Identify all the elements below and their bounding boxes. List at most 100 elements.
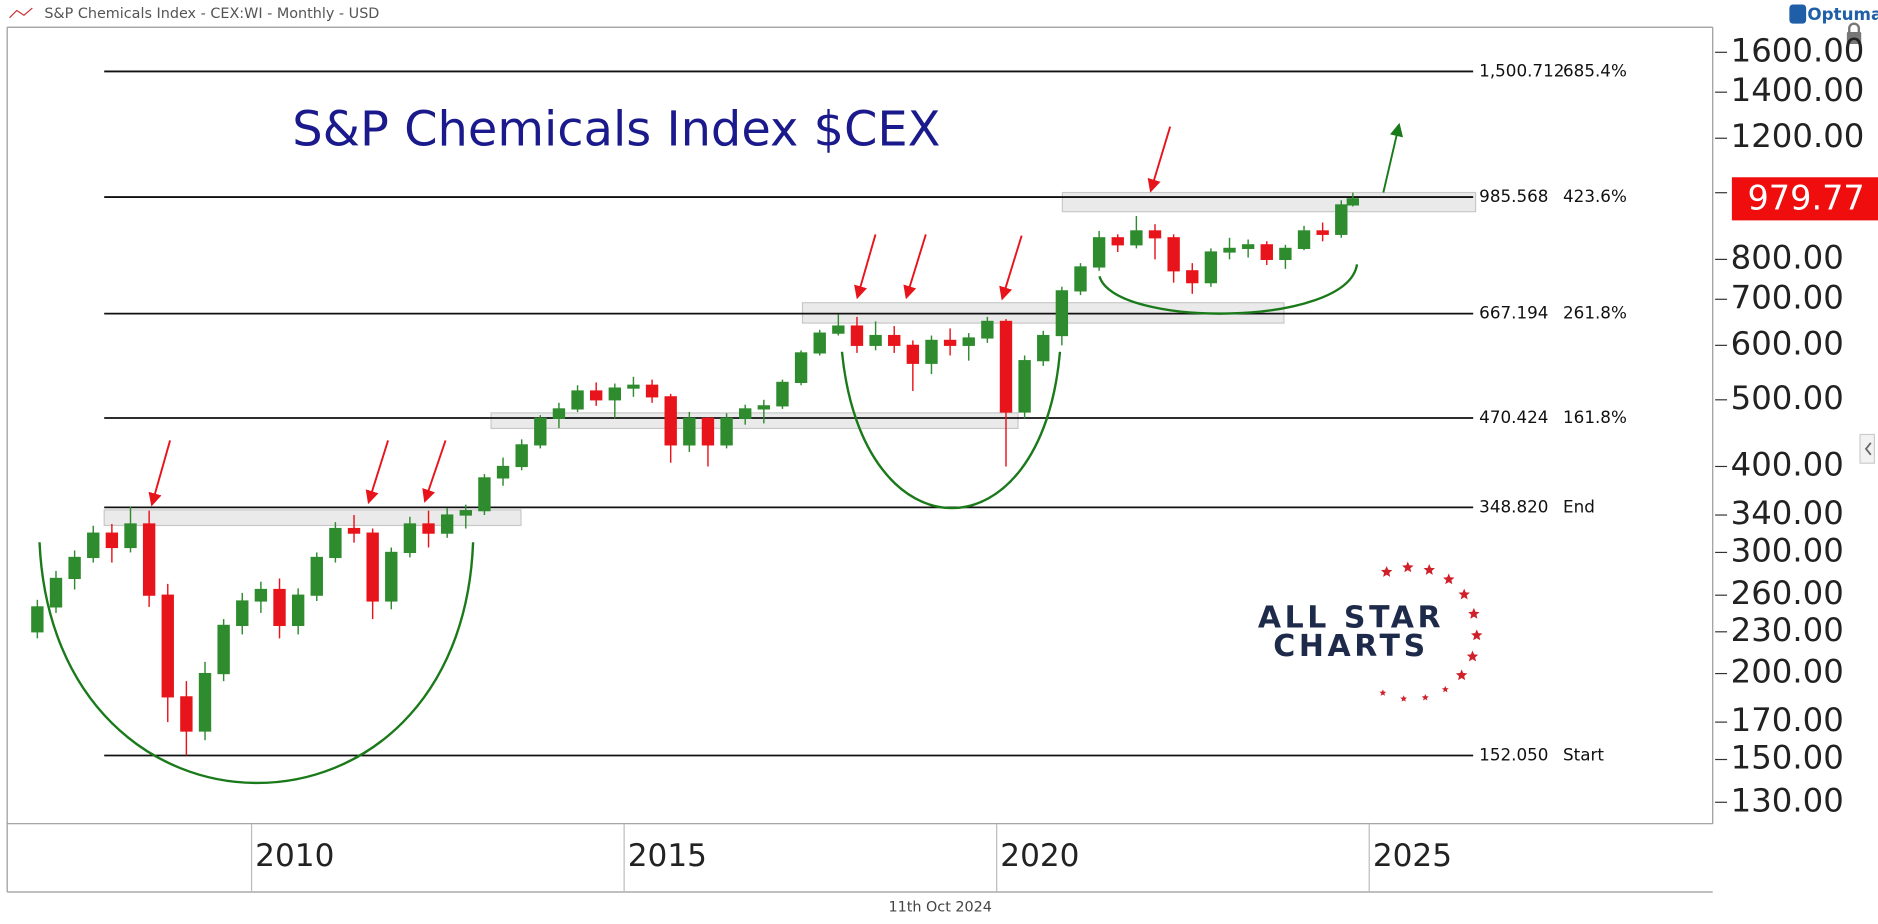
arrows [148, 126, 1172, 507]
y-tick-label: 1200.00 [1731, 117, 1865, 155]
candle-body [664, 396, 677, 446]
candle-body [105, 532, 119, 549]
level-ratio: 261.8% [1563, 303, 1627, 323]
logo-star [1455, 669, 1468, 681]
logo-star [1458, 588, 1470, 600]
y-tick-label: 150.00 [1731, 739, 1844, 777]
zone [1061, 191, 1477, 213]
candle-body [254, 588, 268, 602]
arc [1098, 264, 1359, 315]
logo-star [1402, 561, 1414, 573]
logo-star [1400, 695, 1408, 702]
arrow-up [1382, 122, 1404, 193]
candle-body [627, 384, 640, 389]
candle-body [534, 417, 547, 446]
logo-star [1466, 650, 1479, 662]
candle-body [1223, 247, 1236, 253]
candle-body [1204, 251, 1218, 284]
side-toggle[interactable] [1859, 433, 1876, 464]
chart-title: S&P Chemicals Index $CEX [292, 103, 940, 158]
y-tick-label: 340.00 [1731, 494, 1844, 532]
level-value: 985.568 [1479, 186, 1548, 206]
level-ratio: Start [1563, 744, 1604, 764]
arrow [999, 235, 1023, 301]
y-tick-label: 700.00 [1731, 278, 1844, 316]
candle-body [962, 337, 975, 346]
price-tag-label: 979.77 [1747, 179, 1864, 218]
y-tick-label: 400.00 [1731, 445, 1844, 483]
candle-body [347, 527, 361, 534]
candle-body [1092, 237, 1106, 268]
candle-body [1018, 360, 1031, 413]
x-tick-label: 2025 [1373, 838, 1452, 874]
candle-body [1148, 230, 1162, 239]
candle-body [124, 523, 137, 549]
header-icon [9, 7, 33, 19]
candle-body [366, 532, 379, 602]
candle-body [1186, 270, 1199, 284]
candle-body [1130, 230, 1143, 246]
candle-body [888, 334, 901, 346]
candle-body [739, 408, 752, 419]
candle-body [552, 408, 566, 419]
candle-body [1346, 198, 1360, 206]
candle-body [869, 334, 882, 346]
zones [103, 191, 1477, 527]
candle-body [1167, 237, 1180, 272]
candle-body [403, 523, 417, 554]
level-ratio: 423.6% [1563, 186, 1627, 206]
candle-body [161, 594, 174, 698]
logo-stars [1379, 561, 1483, 702]
level-value: 348.820 [1479, 496, 1548, 516]
level-ratio: End [1563, 496, 1595, 516]
candle-body [478, 477, 491, 512]
candle-body [701, 417, 715, 446]
candle-body [645, 384, 659, 398]
candle-body [1241, 244, 1255, 249]
candle-body [1316, 230, 1329, 235]
level-value: 667.194 [1479, 303, 1548, 323]
candle-body [906, 344, 920, 364]
lock-icon[interactable] [1846, 32, 1862, 45]
candle-body [236, 600, 249, 626]
x-tick-label: 2020 [1000, 838, 1079, 874]
y-tick-label: 600.00 [1731, 324, 1844, 362]
level-value: 470.424 [1479, 407, 1548, 427]
candle-body [291, 594, 305, 626]
logo-star [1468, 607, 1480, 619]
x-tick-label: 2010 [255, 838, 334, 874]
y-tick-label: 230.00 [1731, 611, 1844, 649]
y-tick-label: 1400.00 [1731, 71, 1865, 109]
candle-body [981, 320, 994, 339]
y-tick-label: 130.00 [1731, 781, 1844, 819]
candle-body [49, 577, 63, 608]
level-ratio: 685.4% [1563, 60, 1627, 80]
candle-body [198, 672, 212, 732]
level-value: 1,500.712 [1479, 60, 1564, 80]
arcs [38, 264, 1359, 784]
candle-body [1074, 266, 1087, 292]
candle-body [683, 417, 696, 446]
y-tick-label: 1600.00 [1731, 31, 1865, 69]
candle-body [273, 588, 286, 626]
y-tick-label: 800.00 [1731, 238, 1844, 276]
x-tick-label: 2015 [628, 838, 707, 874]
arrow [903, 234, 927, 300]
y-tick-label: 170.00 [1731, 701, 1844, 739]
candle-body [720, 417, 733, 446]
candle-body [440, 514, 454, 534]
candle-body [310, 556, 323, 596]
logo-line1: ALL STAR [1258, 600, 1444, 635]
y-tick-label: 200.00 [1731, 653, 1844, 691]
candle-body [1335, 204, 1348, 235]
side-toggle-arrow [1864, 442, 1872, 456]
candle-body [1260, 244, 1273, 260]
candle-body [515, 444, 528, 468]
brand: Optuma [1807, 4, 1878, 24]
candle-body [757, 405, 771, 410]
logo-star [1380, 566, 1393, 577]
candle-body [813, 332, 826, 354]
logo-star [1471, 629, 1483, 641]
